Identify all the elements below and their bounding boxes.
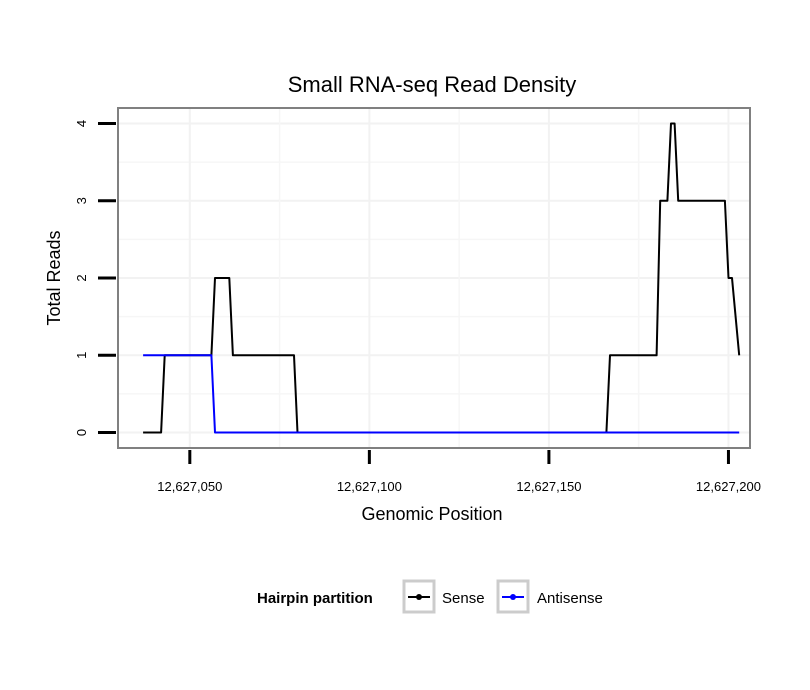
y-tick-label: 2 xyxy=(74,274,89,281)
grid-lines xyxy=(118,108,750,448)
chart-title: Small RNA-seq Read Density xyxy=(288,72,577,97)
legend-label-antisense: Antisense xyxy=(537,590,603,607)
legend-item-sense: Sense xyxy=(402,579,485,614)
legend-label-sense: Sense xyxy=(442,590,485,607)
x-axis-title: Genomic Position xyxy=(361,504,502,524)
x-axis: 12,627,050 12,627,100 12,627,150 12,627,200 xyxy=(157,450,761,494)
y-tick-label: 3 xyxy=(74,197,89,204)
legend: Hairpin partition Sense Antisense xyxy=(257,579,603,614)
x-tick-label: 12,627,100 xyxy=(337,479,402,494)
legend-dot-sense xyxy=(416,594,422,600)
legend-dot-antisense xyxy=(510,594,516,600)
y-axis-title: Total Reads xyxy=(44,230,64,325)
y-tick-label: 1 xyxy=(74,352,89,359)
series-lines xyxy=(143,122,741,434)
x-tick-label: 12,627,150 xyxy=(516,479,581,494)
y-tick-label: 0 xyxy=(74,429,89,436)
y-tick-label: 4 xyxy=(74,120,89,127)
series-line-sense xyxy=(143,122,741,434)
series-line-antisense xyxy=(143,354,740,434)
x-tick-label: 12,627,200 xyxy=(696,479,761,494)
legend-title: Hairpin partition xyxy=(257,590,373,607)
y-axis: 0 1 2 3 4 xyxy=(74,120,116,436)
x-tick-label: 12,627,050 xyxy=(157,479,222,494)
plot-border xyxy=(117,107,751,449)
legend-item-antisense: Antisense xyxy=(496,579,603,614)
